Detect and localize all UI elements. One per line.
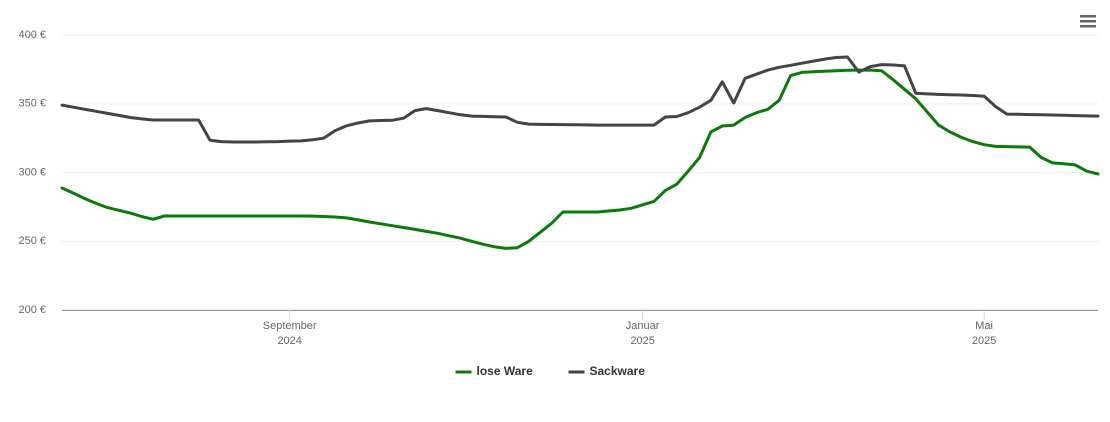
y-tick-label: 400 € [18,29,46,41]
y-tick-label: 250 € [18,235,46,247]
legend-label: Sackware [590,364,646,378]
y-tick-label: 300 € [18,166,46,178]
x-tick-label: 2024 [277,335,301,347]
menu-button[interactable] [1080,15,1096,28]
y-tick-label: 200 € [18,304,46,316]
line-series [60,55,1100,144]
x-tick-label: Januar [626,320,660,332]
menu-bar [1080,25,1096,28]
x-tick-label: 2025 [630,335,654,347]
legend-item[interactable]: lose Ware [455,364,534,378]
legend-item[interactable]: Sackware [568,364,646,378]
x-tick-label: Mai [975,320,993,332]
x-tick-label: 2025 [972,335,996,347]
line-series [60,68,1100,250]
menu-bar [1080,20,1096,23]
y-tick-label: 350 € [18,98,46,110]
x-tick-label: September [263,320,317,332]
legend-label: lose Ware [477,364,534,378]
menu-bar [1080,15,1096,18]
